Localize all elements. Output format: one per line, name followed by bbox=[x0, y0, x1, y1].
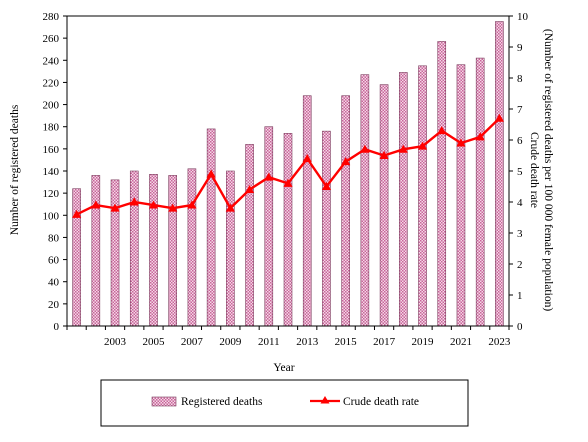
bar-2005 bbox=[149, 174, 158, 327]
point-crude-death-rate-2002 bbox=[91, 200, 101, 209]
x-tick-label-2005: 2005 bbox=[142, 336, 165, 348]
point-crude-death-rate-2001 bbox=[72, 209, 82, 218]
bar-2016 bbox=[360, 74, 370, 327]
point-crude-death-rate-2017 bbox=[379, 150, 389, 159]
bar-2017 bbox=[379, 84, 389, 327]
point-crude-death-rate-2011 bbox=[264, 172, 274, 181]
bar-2004 bbox=[129, 170, 139, 327]
y-tick-label: 180 bbox=[43, 122, 60, 134]
legend-label-registered-deaths: Registered deaths bbox=[181, 396, 263, 408]
y-tick-label: 80 bbox=[48, 232, 60, 244]
point-crude-death-rate-2006 bbox=[168, 203, 178, 212]
point-crude-death-rate-2022 bbox=[475, 132, 485, 141]
y2-tick-label: 10 bbox=[517, 11, 529, 23]
bar-2001 bbox=[72, 188, 81, 327]
y-tick-label: 260 bbox=[43, 33, 60, 45]
bar-2003 bbox=[110, 179, 120, 327]
bar-2011 bbox=[264, 126, 274, 327]
bar-2013 bbox=[302, 95, 312, 327]
y-tick-label: 280 bbox=[43, 11, 60, 23]
point-crude-death-rate-2019 bbox=[417, 141, 428, 150]
axes-group: 0 20 40 60 80 100 120 140 160 180 200 220 240 260 280 0… bbox=[43, 11, 529, 348]
y-tick-label: 200 bbox=[43, 100, 60, 112]
y-tick-label: 160 bbox=[43, 144, 60, 156]
bar-2022 bbox=[475, 57, 485, 327]
legend-swatch-registered-deaths bbox=[151, 396, 177, 407]
x-tick-label-2021: 2021 bbox=[450, 336, 472, 348]
x-tick-label-2011: 2011 bbox=[258, 336, 280, 348]
y-axis-label: Number of registered deaths bbox=[9, 104, 21, 235]
point-crude-death-rate-2021 bbox=[456, 138, 466, 147]
point-crude-death-rate-2003 bbox=[110, 203, 120, 212]
legend-swatch-marker-crude-death-rate bbox=[320, 396, 330, 404]
x-tick-label-2023: 2023 bbox=[488, 336, 511, 348]
point-crude-death-rate-2023 bbox=[494, 113, 504, 122]
legend-label-crude-death-rate: Crude death rate bbox=[343, 396, 419, 408]
bar-2007 bbox=[187, 168, 197, 327]
x-axis-label: Year bbox=[273, 362, 294, 374]
y-tick-label: 240 bbox=[43, 55, 60, 67]
bar-2008 bbox=[206, 128, 216, 327]
point-crude-death-rate-2018 bbox=[398, 144, 408, 153]
point-crude-death-rate-2016 bbox=[360, 144, 370, 153]
y2-tick-label: 3 bbox=[517, 228, 523, 240]
bar-2020 bbox=[437, 41, 447, 327]
y2-tick-label: 6 bbox=[517, 135, 523, 147]
y-tick-label: 100 bbox=[43, 210, 60, 222]
point-crude-death-rate-2014 bbox=[321, 181, 332, 190]
line-series-group bbox=[72, 113, 504, 218]
y2-axis-label-line-1: Crude death rate bbox=[528, 132, 540, 208]
x-tick-label-2003: 2003 bbox=[104, 336, 127, 348]
y-tick-label: 120 bbox=[43, 188, 60, 200]
bars-group bbox=[72, 21, 504, 327]
y-tick-label: 0 bbox=[54, 321, 60, 333]
x-tick-label-2017: 2017 bbox=[373, 336, 396, 348]
legend: Registered deaths Crude death rate bbox=[100, 379, 469, 427]
point-crude-death-rate-2008 bbox=[206, 169, 216, 178]
y-tick-label: 220 bbox=[43, 77, 60, 89]
bar-2002 bbox=[91, 175, 101, 327]
x-tick-label-2015: 2015 bbox=[335, 336, 358, 348]
point-crude-death-rate-2004 bbox=[129, 197, 139, 206]
y2-axis-label-line-2: (Number of registered deaths per 100 000… bbox=[542, 29, 554, 311]
y2-tick-label: 9 bbox=[517, 42, 523, 54]
y2-tick-label: 1 bbox=[517, 290, 523, 302]
y-tick-label: 40 bbox=[48, 277, 60, 289]
x-tick-label-2019: 2019 bbox=[412, 336, 435, 348]
x-tick-label-2013: 2013 bbox=[296, 336, 319, 348]
bar-2012 bbox=[283, 133, 293, 327]
bar-2021 bbox=[456, 64, 466, 327]
bar-2015 bbox=[341, 95, 350, 327]
point-crude-death-rate-2007 bbox=[187, 200, 197, 209]
y2-tick-label: 7 bbox=[517, 104, 523, 116]
y2-tick-label: 0 bbox=[517, 321, 523, 333]
bar-2023 bbox=[495, 21, 504, 327]
x-tick-label-2007: 2007 bbox=[181, 336, 204, 348]
y-tick-label: 140 bbox=[43, 166, 60, 178]
x-tick-label-2009: 2009 bbox=[219, 336, 242, 348]
bar-2009 bbox=[226, 170, 235, 327]
point-crude-death-rate-2020 bbox=[437, 126, 447, 135]
bar-2006 bbox=[168, 175, 177, 327]
bar-2018 bbox=[399, 72, 408, 327]
y-tick-label: 20 bbox=[48, 299, 60, 311]
y2-tick-label: 8 bbox=[517, 73, 523, 85]
point-crude-death-rate-2015 bbox=[341, 157, 351, 166]
y2-tick-label: 2 bbox=[517, 259, 523, 271]
point-crude-death-rate-2013 bbox=[302, 154, 312, 163]
point-crude-death-rate-2005 bbox=[148, 200, 159, 209]
bar-2019 bbox=[418, 65, 427, 327]
point-crude-death-rate-2012 bbox=[283, 178, 293, 187]
point-crude-death-rate-2009 bbox=[225, 203, 235, 212]
y2-tick-label: 5 bbox=[517, 166, 523, 178]
bar-2014 bbox=[322, 130, 331, 327]
y2-tick-label: 4 bbox=[517, 197, 523, 209]
y-tick-label: 60 bbox=[48, 255, 60, 267]
point-crude-death-rate-2010 bbox=[244, 185, 255, 194]
bar-2010 bbox=[245, 144, 254, 327]
